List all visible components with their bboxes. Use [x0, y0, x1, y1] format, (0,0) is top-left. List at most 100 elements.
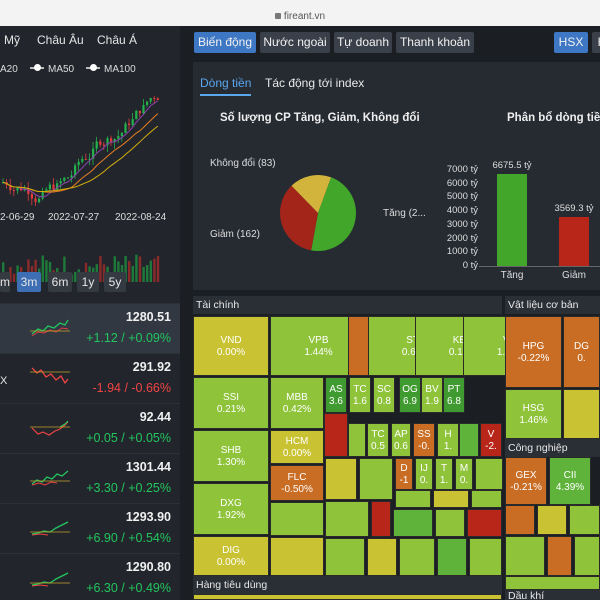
stock-tile[interactable]: FLC -0.50%: [270, 465, 324, 501]
browser-address-bar[interactable]: fireant.vn: [0, 0, 600, 26]
stock-tile[interactable]: [469, 538, 502, 576]
stock-tile[interactable]: [437, 538, 467, 576]
stock-tile[interactable]: [435, 509, 465, 537]
period-3m[interactable]: 3m: [17, 272, 41, 292]
stock-tile[interactable]: VND 0.00%: [193, 316, 269, 376]
ma100-legend[interactable]: MA100: [86, 64, 136, 75]
stock-tile[interactable]: MBB 0.42%: [270, 377, 324, 429]
stock-tile[interactable]: D -1: [395, 458, 413, 490]
pie-slice[interactable]: [291, 175, 332, 213]
stock-tile[interactable]: DXG 1.92%: [193, 483, 269, 535]
stock-tile[interactable]: [569, 505, 600, 535]
stock-tile[interactable]: SSI 0.21%: [193, 377, 269, 429]
stock-tile[interactable]: [395, 490, 431, 508]
stock-tile[interactable]: [574, 536, 600, 576]
sector-header[interactable]: Công nghiệp: [505, 439, 600, 457]
stock-tile[interactable]: [270, 537, 324, 576]
tab-nuoc-ngoai[interactable]: Nước ngoài: [260, 32, 330, 53]
stock-tile[interactable]: TC 0.5: [367, 423, 389, 457]
tab-asia[interactable]: Châu Á: [97, 33, 138, 47]
candle-body: [153, 98, 156, 100]
stock-tile[interactable]: IJ 0.: [415, 458, 433, 490]
ma20-legend[interactable]: A20: [0, 64, 18, 75]
stock-tile[interactable]: [459, 423, 479, 457]
stock-tile[interactable]: DG 0.: [563, 316, 600, 388]
candle-body: [149, 98, 152, 102]
stock-tile[interactable]: [348, 423, 366, 457]
pie-slice[interactable]: [280, 185, 318, 251]
stock-tile[interactable]: [433, 490, 469, 508]
stock-tile[interactable]: HSG 1.46%: [505, 389, 562, 439]
stock-tile[interactable]: [324, 413, 348, 457]
stock-tile[interactable]: [505, 576, 600, 590]
stock-tile[interactable]: SHB 1.30%: [193, 430, 269, 482]
stock-tile[interactable]: [325, 538, 365, 576]
candlestick-chart[interactable]: 2-06-29 2022-07-27 2022-08-24: [0, 82, 180, 292]
bar-mark[interactable]: [497, 174, 527, 266]
stock-tile[interactable]: DIG 0.00%: [193, 536, 269, 576]
subtab-dong-tien[interactable]: Dòng tiền: [200, 76, 252, 96]
stock-tile[interactable]: [547, 536, 572, 576]
stock-tile[interactable]: [371, 501, 391, 537]
stock-tile[interactable]: [325, 501, 369, 537]
pie-chart[interactable]: [278, 168, 358, 258]
stock-tile[interactable]: V -2.: [480, 423, 502, 457]
index-row[interactable]: 1280.51 +1.12 / +0.09%: [0, 303, 180, 353]
index-row[interactable]: 1301.44 +3.30 / +0.25%: [0, 453, 180, 503]
tab-bien-dong[interactable]: Biến động: [194, 32, 256, 53]
subtab-tac-dong[interactable]: Tác động tới index: [265, 76, 365, 90]
stock-tile[interactable]: [467, 509, 502, 537]
stock-tile[interactable]: BV 1.9: [421, 377, 443, 413]
index-row[interactable]: 1293.90 +6.90 / +0.54%: [0, 503, 180, 553]
stock-tile[interactable]: PT 6.8: [443, 377, 465, 413]
stock-tile[interactable]: [399, 538, 435, 576]
stock-tile[interactable]: GEX -0.21%: [505, 457, 547, 505]
index-row[interactable]: 1290.80 +6.30 / +0.49%: [0, 553, 180, 600]
tab-thanh-khoan[interactable]: Thanh khoản: [396, 32, 474, 53]
index-row[interactable]: 92.44 +0.05 / +0.05%: [0, 403, 180, 453]
sector-header[interactable]: Tài chính: [193, 296, 502, 314]
stock-tile[interactable]: H 1.: [437, 423, 459, 457]
stock-tile[interactable]: M 0.: [455, 458, 473, 490]
period-1y[interactable]: 1y: [77, 272, 99, 292]
stock-tile[interactable]: CII 4.39%: [549, 457, 591, 505]
tab-tu-doanh[interactable]: Tự doanh: [334, 32, 392, 53]
pie-slice[interactable]: [311, 177, 356, 251]
stock-tile[interactable]: [393, 509, 433, 537]
stock-tile[interactable]: [367, 538, 397, 576]
stock-tile[interactable]: T 1.: [435, 458, 453, 490]
bar-mark[interactable]: [559, 217, 589, 266]
stock-tile[interactable]: [563, 389, 600, 439]
period-1m[interactable]: m: [0, 272, 10, 292]
stock-tile[interactable]: [359, 458, 393, 500]
sector-header[interactable]: Hàng tiêu dùng: [193, 576, 502, 594]
stock-tile[interactable]: AS 3.6: [325, 377, 347, 413]
tab-europe[interactable]: Châu Âu: [37, 33, 84, 47]
stock-tile[interactable]: [193, 594, 502, 600]
tab-us[interactable]: Mỹ: [4, 33, 20, 47]
exchange-hnx[interactable]: H: [592, 32, 600, 53]
stock-tile[interactable]: HPG -0.22%: [505, 316, 562, 388]
pie-label-flat: Không đổi (83): [210, 158, 276, 169]
stock-tile[interactable]: TC 1.6: [349, 377, 371, 413]
sector-header[interactable]: Dầu khí: [505, 590, 600, 600]
period-6m[interactable]: 6m: [48, 272, 72, 292]
stock-tile[interactable]: [537, 505, 567, 535]
stock-tile[interactable]: OG 6.9: [399, 377, 421, 413]
stock-tile[interactable]: [325, 458, 357, 500]
stock-tile[interactable]: [475, 458, 503, 490]
stock-tile[interactable]: [471, 490, 502, 508]
period-5y[interactable]: 5y: [104, 272, 126, 292]
exchange-hsx[interactable]: HSX: [554, 32, 588, 53]
stock-tile[interactable]: [270, 502, 324, 536]
y-tick-label: 6000 tỷ: [446, 177, 478, 189]
stock-tile[interactable]: [505, 536, 545, 576]
stock-tile[interactable]: SC 0.8: [373, 377, 395, 413]
stock-tile[interactable]: AP 0.6: [391, 423, 411, 457]
index-row[interactable]: X 291.92 -1.94 / -0.66%: [0, 353, 180, 403]
stock-tile[interactable]: SS -0.: [413, 423, 435, 457]
stock-tile[interactable]: HCM 0.00%: [270, 430, 324, 464]
stock-tile[interactable]: [505, 505, 535, 535]
sector-header[interactable]: Vật liệu cơ bản: [505, 296, 600, 314]
ma50-legend[interactable]: MA50: [30, 64, 74, 75]
